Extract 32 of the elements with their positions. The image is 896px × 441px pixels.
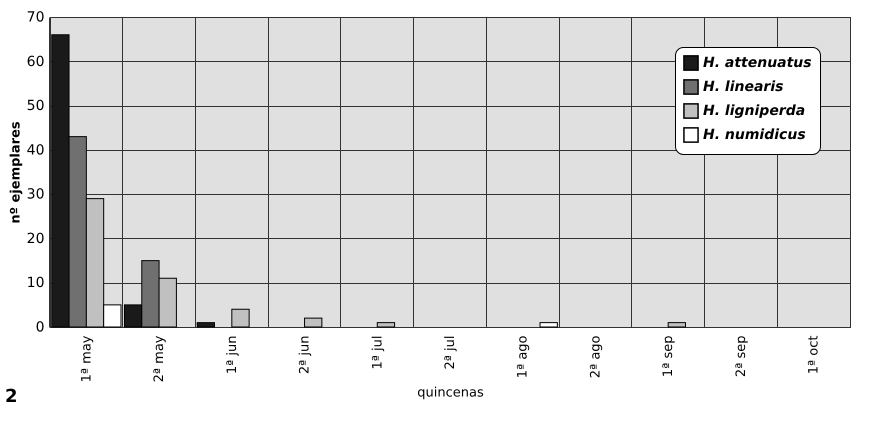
legend-label: H. linearis	[703, 79, 784, 95]
y-tick-label: 50	[26, 98, 44, 114]
x-axis-title: quincenas	[417, 385, 484, 400]
y-tick-label: 20	[26, 230, 44, 247]
y-tick-label: 0	[36, 320, 44, 336]
bar	[304, 318, 322, 328]
legend-label: H. ligniperda	[703, 103, 806, 119]
x-tick-label: 1ª oct	[806, 336, 822, 374]
y-tick-label: 10	[26, 275, 44, 292]
x-tick-label: 1ª jun	[224, 336, 240, 374]
y-axis-title: nº ejemplares	[8, 121, 24, 224]
x-tick-label: 2ª sep	[734, 336, 749, 378]
legend-label: H. numidicus	[703, 127, 806, 143]
x-tick-label: 1ª sep	[661, 336, 676, 378]
x-tick-label: 1ª jul	[370, 336, 386, 370]
bar	[668, 322, 686, 328]
x-tick-label: 1ª ago	[516, 335, 531, 378]
text: 2	[5, 386, 18, 407]
x-tick-label: 2ª may	[152, 335, 168, 382]
x-tick-label: 2ª jun	[298, 336, 313, 374]
bar	[376, 322, 396, 328]
y-tick-label: 40	[26, 142, 44, 158]
bar	[196, 322, 215, 328]
x-tick-label: 2ª jul	[443, 336, 458, 370]
x-tick-label: 2ª ago	[588, 335, 604, 378]
y-tick-label: 30	[26, 186, 44, 203]
legend-label: H. attenuatus	[703, 55, 812, 71]
y-tick-label: 70	[26, 10, 44, 26]
bar	[231, 308, 250, 328]
x-tick-label: 1ª may	[79, 335, 94, 382]
y-tick-label: 60	[26, 54, 44, 70]
bar	[540, 322, 558, 328]
